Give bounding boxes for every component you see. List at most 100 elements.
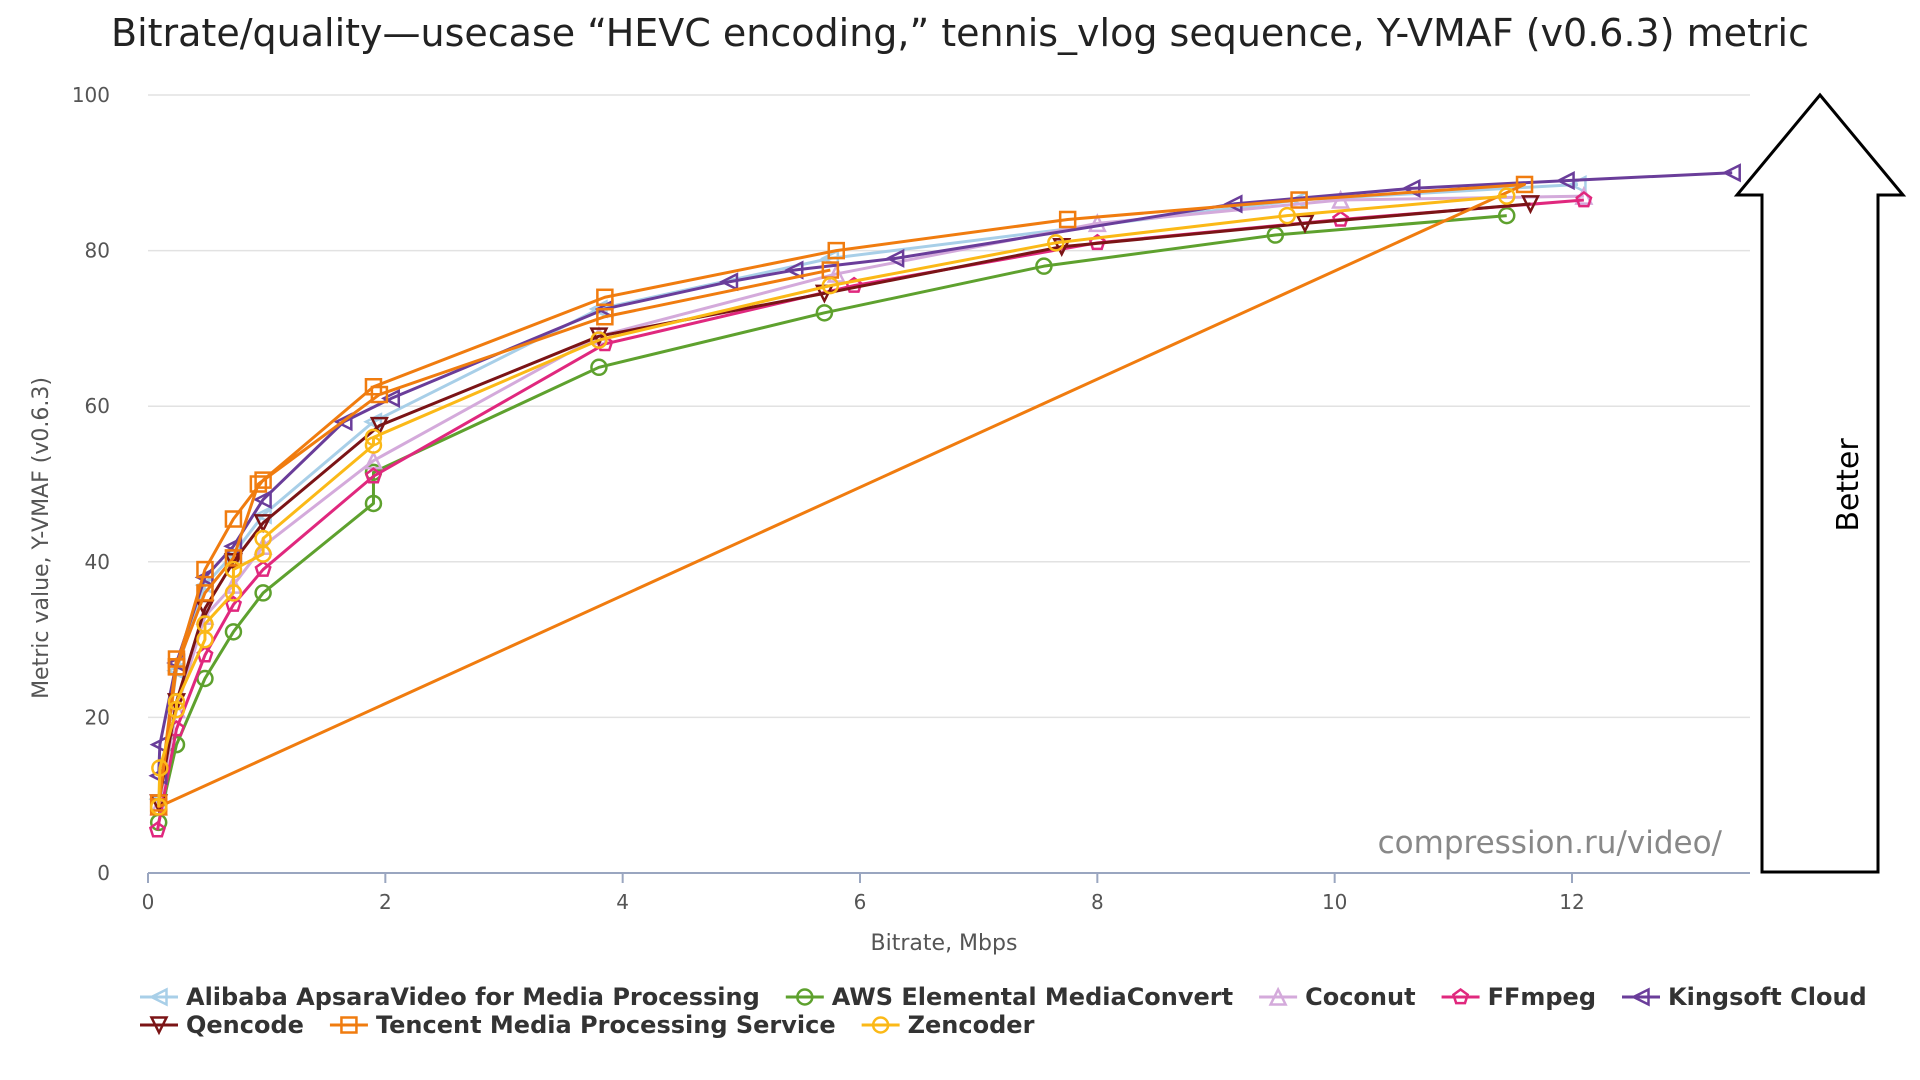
data-point	[364, 494, 383, 513]
y-tick-label: 40	[85, 550, 110, 574]
data-point	[253, 514, 273, 534]
data-point	[167, 658, 186, 676]
legend-label: AWS Elemental MediaConvert	[832, 983, 1233, 1011]
y-axis-title: Metric value, Y-VMAF (v0.6.3)	[29, 377, 54, 699]
series-line	[157, 214, 1507, 823]
x-tick-label: 6	[854, 890, 867, 914]
legend-label: Coconut	[1305, 983, 1415, 1011]
data-point	[224, 549, 243, 567]
data-point	[1721, 163, 1741, 183]
legend-item: Coconut	[1259, 983, 1416, 1011]
legend-marker-icon	[871, 1016, 890, 1034]
data-point	[1047, 234, 1065, 252]
data-point	[254, 560, 272, 577]
legend-item: FFmpeg	[1441, 983, 1596, 1011]
data-point	[784, 260, 804, 280]
series-group	[148, 163, 1741, 838]
data-point	[249, 475, 268, 493]
legend-item: AWS Elemental MediaConvert	[785, 983, 1233, 1011]
legend-marker-icon	[1451, 987, 1470, 1005]
data-point	[1520, 195, 1540, 215]
data-point	[196, 560, 214, 579]
data-point	[224, 584, 243, 602]
x-tick-label: 0	[142, 890, 155, 914]
data-point	[1555, 171, 1575, 191]
data-point	[1290, 191, 1308, 209]
legend: Alibaba ApsaraVideo for Media Processing…	[140, 983, 1867, 1039]
legend-marker-icon	[148, 987, 168, 1007]
y-tick-label: 80	[85, 239, 110, 263]
x-tick-label: 10	[1322, 890, 1347, 914]
series-4	[148, 163, 1741, 786]
better-arrow-icon	[1733, 92, 1907, 874]
data-point	[364, 436, 383, 454]
x-tick-label: 12	[1559, 890, 1584, 914]
data-point	[364, 428, 383, 447]
data-point	[590, 358, 608, 377]
series-line	[157, 194, 1584, 808]
data-point	[719, 272, 739, 292]
chart-title: Bitrate/quality—usecase “HEVC encoding,”…	[111, 11, 1809, 55]
data-point	[827, 241, 846, 260]
x-tick-label: 4	[616, 890, 629, 914]
data-point	[1575, 190, 1593, 208]
legend-label: Qencode	[186, 1011, 304, 1039]
legend-item: Qencode	[140, 1011, 304, 1039]
data-point	[196, 615, 214, 633]
data-point	[167, 693, 186, 711]
data-point	[333, 412, 353, 432]
y-tick-label: 0	[97, 861, 110, 885]
data-point	[254, 529, 272, 548]
x-axis-title: Bitrate, Mbps	[871, 931, 1018, 956]
legend-label: Zencoder	[908, 1011, 1035, 1039]
data-point	[589, 327, 609, 347]
data-point	[1295, 214, 1315, 234]
data-point	[1087, 213, 1107, 233]
data-point	[596, 288, 614, 307]
data-point	[151, 759, 169, 777]
series-line	[157, 194, 1507, 807]
data-point	[369, 416, 389, 436]
series-line	[157, 202, 1531, 804]
x-tick-label: 2	[379, 890, 392, 914]
legend-marker-icon	[149, 1016, 169, 1036]
legend-label: Tencent Media Processing Service	[376, 1011, 836, 1039]
data-point	[596, 307, 614, 326]
x-tick-label: 8	[1091, 890, 1104, 914]
y-tick-label: 20	[85, 705, 110, 729]
data-point	[148, 821, 167, 838]
data-point	[224, 560, 243, 579]
y-tick-label: 100	[72, 83, 110, 107]
legend-item: Alibaba ApsaraVideo for Media Processing	[140, 983, 760, 1011]
series-line	[157, 182, 1579, 800]
legend-marker-icon	[340, 1016, 358, 1034]
data-point	[1058, 210, 1077, 229]
better-label: Better	[1831, 438, 1866, 532]
legend-label: FFmpeg	[1488, 983, 1596, 1011]
data-point	[1278, 206, 1296, 225]
data-point	[364, 467, 383, 484]
legend-marker-icon	[1630, 987, 1650, 1007]
grid	[148, 94, 1750, 719]
data-point	[196, 584, 214, 602]
data-point	[590, 331, 608, 349]
data-point	[252, 490, 272, 510]
y-tick-label: 60	[85, 394, 110, 418]
legend-label: Kingsoft Cloud	[1668, 983, 1867, 1011]
data-point	[1515, 175, 1534, 194]
data-point	[254, 584, 272, 602]
watermark-text: compression.ru/video/	[1378, 825, 1723, 861]
series-7	[149, 187, 1516, 816]
legend-item: Kingsoft Cloud	[1622, 983, 1867, 1011]
data-point	[254, 471, 272, 489]
data-point	[167, 700, 186, 719]
data-point	[815, 304, 834, 322]
data-point	[885, 248, 905, 268]
data-point	[149, 798, 168, 816]
data-point	[224, 510, 243, 528]
data-point	[1497, 206, 1516, 225]
series-3	[148, 190, 1593, 838]
series-line	[156, 198, 1584, 831]
data-point	[1331, 189, 1351, 209]
